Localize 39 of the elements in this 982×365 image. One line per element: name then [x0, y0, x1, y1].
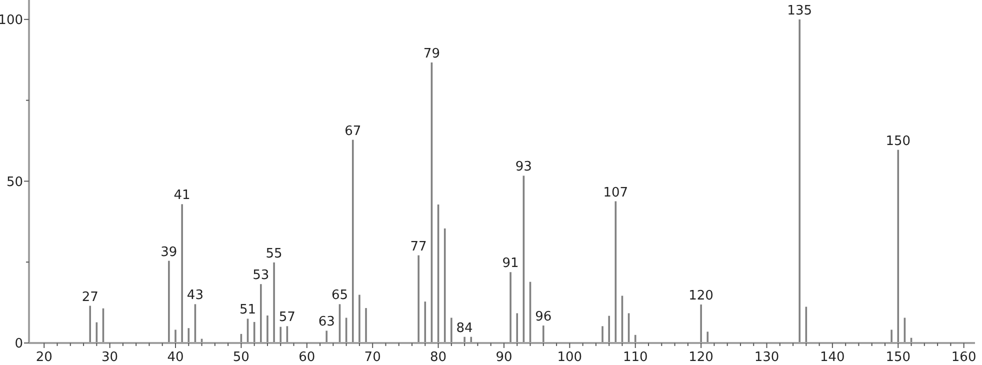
- annotation: 39: [160, 244, 178, 260]
- annotation: 107: [603, 185, 628, 200]
- annotation: 120: [688, 288, 714, 304]
- x-tick-label: 70: [364, 350, 381, 365]
- x-tick-label: 150: [886, 350, 911, 365]
- annotation: 41: [174, 188, 190, 204]
- y-tick-label: 0: [14, 336, 23, 352]
- x-tick-label: 80: [430, 350, 447, 365]
- x-tick-label: 120: [688, 350, 714, 365]
- annotation: 77: [410, 239, 427, 254]
- annotation: 27: [82, 290, 98, 305]
- x-tick-label: 50: [232, 350, 250, 365]
- annotation: 84: [456, 320, 473, 336]
- annotation: 43: [186, 288, 204, 304]
- annotation: 91: [502, 256, 519, 272]
- x-tick-label: 140: [820, 350, 845, 365]
- annotation: 63: [318, 314, 335, 330]
- annotation: 96: [535, 310, 552, 325]
- x-tick-label: 100: [557, 350, 582, 365]
- x-tick-label: 30: [102, 350, 118, 365]
- x-tick-label: 40: [167, 350, 184, 365]
- annotation: 93: [515, 160, 532, 175]
- annotation: 79: [423, 46, 440, 62]
- x-tick-label: 60: [298, 350, 316, 365]
- annotation: 67: [344, 124, 362, 139]
- x-tick-label: 110: [622, 350, 648, 365]
- x-tick-label: 90: [496, 350, 512, 365]
- annotation: 65: [331, 288, 348, 304]
- annotation: 55: [266, 246, 282, 262]
- annotation: 57: [278, 310, 296, 326]
- x-tick-label: 130: [754, 350, 780, 365]
- y-tick-label: 50: [6, 174, 23, 190]
- annotation: 51: [239, 302, 256, 318]
- x-tick-label: 20: [36, 350, 52, 365]
- x-tick-label: 160: [951, 350, 976, 365]
- annotation: 150: [886, 134, 911, 149]
- annotation: 53: [252, 268, 270, 284]
- y-tick-label: 100: [0, 12, 23, 28]
- annotation: 135: [787, 3, 812, 18]
